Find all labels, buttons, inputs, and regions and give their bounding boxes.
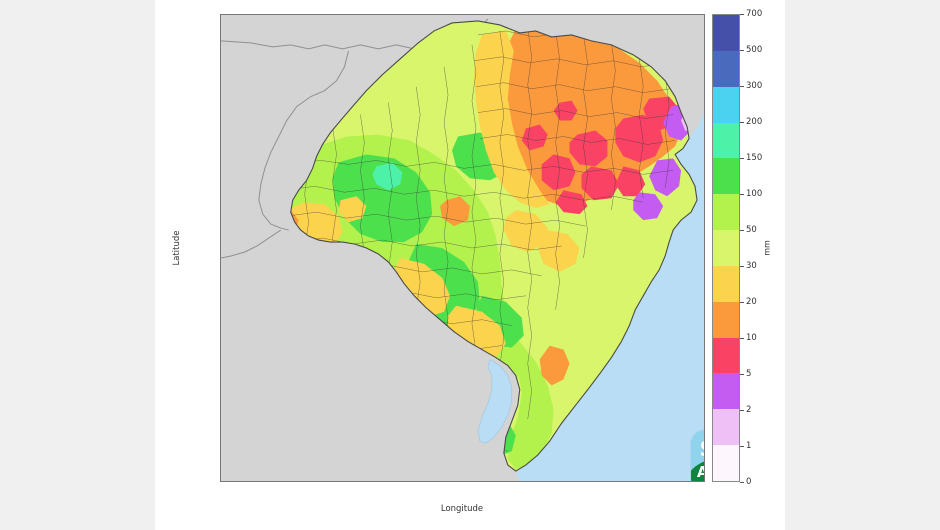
lagoa-mirim [477,359,513,444]
colorbar-tick-20: 20 [740,297,757,307]
colorbar-tick-30: 30 [740,261,757,271]
colorbar-tick-200: 200 [740,117,762,127]
band-5-10-f [615,166,646,197]
colorbar-band-1-2 [713,409,739,446]
colorbar-tick-2: 2 [740,405,751,415]
colorbar-tick-50: 50 [740,225,757,235]
band-5-10-a [615,114,664,163]
y-axis-label: Latitude [172,230,182,266]
map-axes: SIM AGRO −27 −28 −29 −30 −31 −32 −33 −34… [220,14,705,482]
colorbar-band-500-700 [713,15,739,51]
colorbar-tick-10: 10 [740,333,757,343]
band-5-10-c [541,154,576,191]
colorbar-tick-0: 0 [740,477,751,487]
band-50-100-south [469,313,554,470]
band-10-20-coast [539,345,570,386]
band-2-5-coast-c [633,192,664,221]
colorbar-label: mm [762,240,772,256]
band-20-30-s4 [537,230,580,272]
colorbar-band-2-5 [713,373,739,410]
band-5-10-d [581,166,620,201]
band-5-10-b [569,130,608,167]
band-20-30-s5 [338,196,367,223]
colorbar-tick-700: 700 [740,9,762,19]
sim-agro-logo: SIM AGRO [691,430,704,481]
colorbar-tick-1: 1 [740,441,751,451]
band-20-30-ne-fringe [473,30,550,209]
colorbar-tick-300: 300 [740,81,762,91]
colorbar [712,14,740,482]
colorbar-band-10-20 [713,301,739,338]
colorbar-band-100-150 [713,158,739,195]
logo-sim-text: SIM [691,437,704,461]
map-canvas [221,15,704,481]
colorbar-band-200-300 [713,86,739,123]
international-border-southwest [221,229,282,259]
band-20-30-s3 [503,210,548,252]
colorbar-band-0-1 [713,445,739,481]
band-10-20-cs [340,257,383,294]
colorbar-band-5-10 [713,337,739,374]
band-2-5-coast-b [649,158,682,197]
x-axis-label: Longitude [440,504,484,514]
ocean-polygon [515,15,704,481]
colorbar-tick-100: 100 [740,189,762,199]
colorbar-band-50-100 [713,194,739,231]
colorbar-tick-5: 5 [740,369,751,379]
colorbar-band-20-30 [713,265,739,302]
matplotlib-figure: SIM AGRO −27 −28 −29 −30 −31 −32 −33 −34… [155,0,785,530]
colorbar-band-30-50 [713,230,739,266]
logo-agro-text: AGRO [691,463,704,481]
international-border-west [258,50,349,231]
colorbar-tick-500: 500 [740,45,762,55]
colorbar-band-150-200 [713,122,739,159]
state-outline [290,20,698,472]
colorbar-band-300-500 [713,50,739,87]
band-150-200-a [372,162,403,191]
band-100-150-f [424,343,464,388]
colorbar-tick-150: 150 [740,153,762,163]
municipality-boundaries [290,28,676,452]
